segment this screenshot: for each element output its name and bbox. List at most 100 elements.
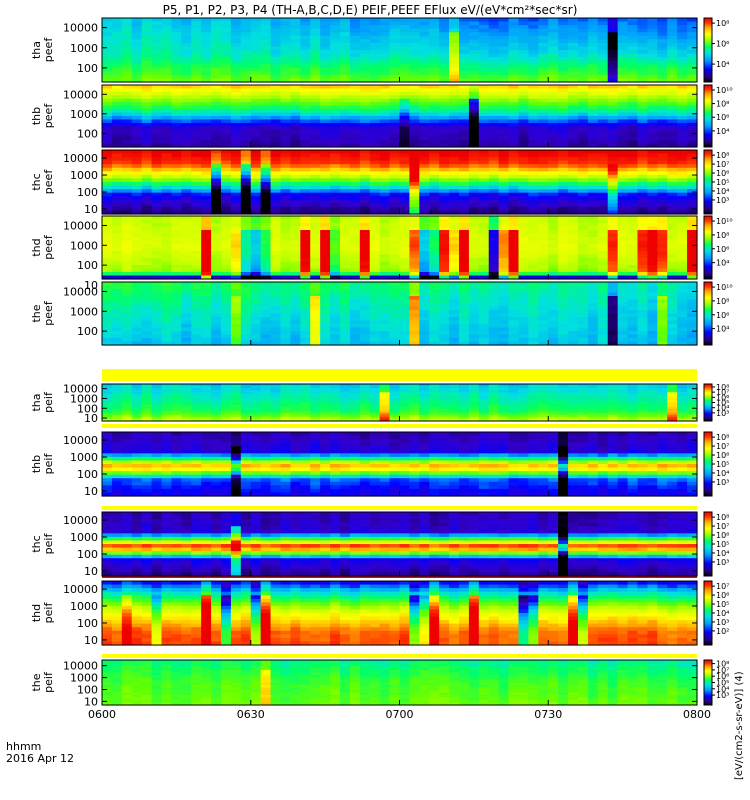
spectrogram-cell [211, 237, 222, 242]
spectrogram-cell [468, 223, 480, 228]
spectrogram-cell [439, 254, 450, 259]
spectrogram-cell [617, 21, 629, 26]
spectrogram-cell [468, 206, 480, 212]
spectrogram-cell [141, 98, 153, 103]
spectrogram-cell [528, 167, 539, 172]
spectrogram-cell [429, 275, 440, 280]
spectrogram-cell [677, 153, 688, 158]
spectrogram-cell [687, 254, 698, 259]
y-tick-label: 1000 [70, 239, 98, 252]
spectrogram-cell [102, 261, 113, 266]
spectrogram-cell [369, 21, 381, 26]
spectrogram-cell [310, 282, 321, 287]
spectrogram-cell [102, 237, 113, 242]
spectrogram-cell [349, 57, 361, 62]
spectrogram-cell [558, 150, 569, 155]
spectrogram-cell [211, 160, 222, 165]
spectrogram-cell [230, 331, 242, 336]
spectrogram-cell [201, 32, 212, 37]
spectrogram-cell [250, 196, 262, 201]
spectrogram-cell [657, 88, 668, 93]
spectrogram-cell [250, 98, 262, 103]
spectrogram-cell [528, 182, 539, 187]
spectrogram-cell [429, 171, 440, 176]
spectrogram-cell [230, 98, 242, 103]
spectrogram-cell [230, 129, 242, 134]
spectrogram-cell [320, 219, 331, 224]
spectrogram-cell [151, 327, 163, 332]
spectrogram-cell [330, 272, 341, 277]
spectrogram-cell [667, 21, 678, 26]
spectrogram-cell [201, 60, 212, 65]
spectrogram-cell [568, 78, 579, 83]
spectrogram-cell [240, 32, 252, 37]
spectrogram-cell [121, 210, 133, 215]
spectrogram-cell [102, 210, 113, 215]
spectrogram-cell [587, 71, 599, 76]
spectrogram-cell [201, 102, 212, 107]
spectrogram-cell [538, 219, 549, 224]
spectrogram-cell [498, 216, 510, 221]
spectrogram-cell [359, 258, 371, 263]
spectrogram-cell [211, 272, 222, 277]
spectrogram-cell [270, 129, 282, 134]
spectrogram-cell [657, 50, 668, 55]
spectrogram-cell [349, 272, 361, 277]
spectrogram-cell [667, 39, 678, 44]
spectrogram-cell [687, 116, 698, 121]
spectrogram-cell [161, 223, 173, 228]
colorbar-tick-label: 10⁴ [716, 187, 729, 196]
spectrogram-cell [310, 320, 321, 325]
spectrogram-cell [508, 196, 520, 201]
spectrogram-cell [637, 129, 649, 134]
spectrogram-cell [459, 189, 470, 194]
spectrogram-cell [300, 327, 311, 332]
spectrogram-cell [558, 265, 569, 270]
spectrogram-cell [429, 60, 440, 65]
spectrogram-cell [201, 133, 212, 138]
spectrogram-cell [201, 112, 212, 117]
spectrogram-cell [538, 240, 549, 245]
spectrogram-cell [270, 112, 282, 117]
spectrogram-cell [647, 216, 658, 221]
spectrogram-cell [488, 226, 500, 231]
spectrogram-cell [488, 251, 500, 256]
spectrogram-cell [270, 185, 282, 190]
spectrogram-cell [637, 25, 649, 30]
spectrogram-cell [151, 233, 163, 238]
spectrogram-cell [349, 327, 361, 332]
spectrogram-cell [498, 39, 510, 44]
spectrogram-cell [369, 282, 381, 287]
spectrogram-cell [151, 39, 163, 44]
spectrogram-cell [310, 219, 321, 224]
spectrogram-cell [121, 331, 133, 336]
spectrogram-cell [260, 21, 272, 26]
spectrogram-cell [121, 21, 133, 26]
spectrogram-cell [389, 57, 401, 62]
spectrogram-cell [518, 178, 530, 183]
spectrogram-cell [518, 46, 530, 51]
spectrogram-cell [548, 67, 559, 72]
colorbar-tick-label: 10⁶ [716, 113, 729, 122]
spectrogram-cell [468, 164, 480, 169]
spectrogram-cell [587, 164, 599, 169]
spectrogram-cell [240, 85, 252, 90]
spectrogram-cell [627, 140, 639, 145]
spectrogram-cell [181, 167, 192, 172]
spectrogram-cell [439, 153, 450, 158]
spectrogram-cell [369, 317, 381, 322]
spectrogram-cell [300, 60, 311, 65]
spectrogram-cell [240, 35, 252, 40]
spectrogram-cell [667, 25, 678, 30]
spectrogram-cell [260, 171, 272, 176]
spectrogram-cell [578, 254, 589, 259]
spectrogram-cell [111, 122, 123, 127]
spectrogram-cell [518, 206, 530, 212]
spectrogram-cell [349, 122, 361, 127]
spectrogram-cell [181, 223, 192, 228]
spectrogram-cell [647, 233, 658, 238]
spectrogram-cell [617, 71, 629, 76]
spectrogram-cell [270, 21, 282, 26]
spectrogram-cell [270, 285, 282, 290]
spectrogram-cell [260, 268, 272, 273]
